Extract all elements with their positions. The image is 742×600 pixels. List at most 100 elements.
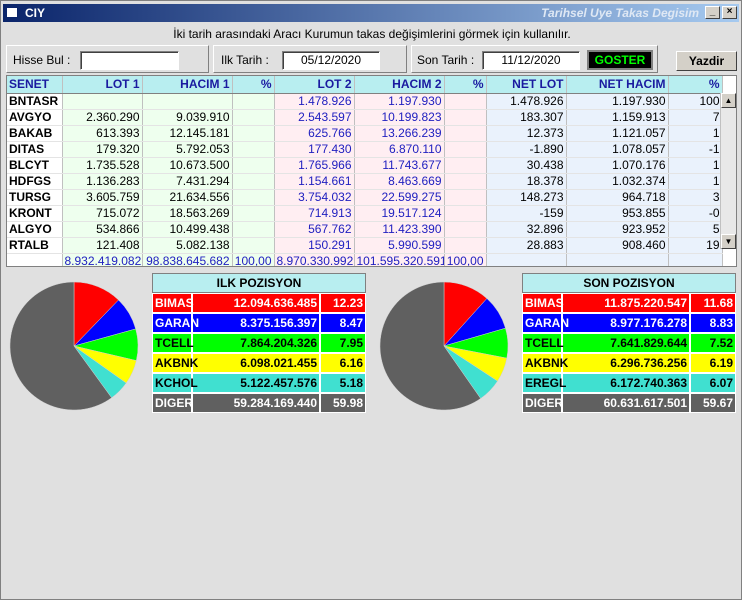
position-row: EREGL 6.172.740.363 6.07 bbox=[522, 373, 736, 393]
table-header-row: SENET LOT 1 HACIM 1% LOT 2 HACIM 2% NET LOT NE… bbox=[7, 76, 723, 94]
goster-button[interactable]: GOSTER bbox=[587, 50, 653, 70]
close-icon[interactable]: × bbox=[722, 6, 737, 19]
table-row[interactable]: ALGYO 534.866 10.499.438 567.762 11.423.390 3… bbox=[7, 221, 723, 238]
table-cell: 5.792.053 bbox=[142, 141, 233, 158]
table-cell bbox=[232, 109, 275, 126]
column-header[interactable]: SENET bbox=[7, 76, 63, 94]
position-pct: 6.19 bbox=[690, 353, 736, 373]
position-pct: 8.47 bbox=[320, 313, 367, 333]
table-cell: 32.896 bbox=[486, 221, 567, 238]
table-cell: 534.866 bbox=[62, 221, 143, 238]
position-value: 11.875.220.547 bbox=[562, 293, 690, 313]
position-row: DIGER 59.284.169.440 59.98 bbox=[152, 393, 367, 413]
table-cell: 923.952 bbox=[566, 221, 669, 238]
table-cell bbox=[444, 221, 487, 238]
son-pozisyon-table: SON POZISYON BIMAS 11.875.220.547 11.68 GAR… bbox=[522, 273, 736, 413]
son-pozisyon-header: SON POZISYON bbox=[522, 273, 736, 293]
table-cell: 21.634.556 bbox=[142, 189, 233, 206]
table-cell bbox=[444, 205, 487, 222]
yazdir-button[interactable]: Yazdir bbox=[676, 51, 737, 71]
table-cell: 11.743.677 bbox=[354, 157, 445, 174]
table-cell: -0 bbox=[668, 205, 723, 222]
position-value: 6.296.736.256 bbox=[562, 353, 690, 373]
table-cell: -159 bbox=[486, 205, 567, 222]
position-value: 7.864.204.326 bbox=[192, 333, 320, 353]
table-row[interactable]: DITAS 179.320 5.792.053 177.430 6.870.110 -1.… bbox=[7, 141, 723, 158]
position-name: DIGER bbox=[522, 393, 563, 413]
table-cell: 8.463.669 bbox=[354, 173, 445, 190]
table-cell bbox=[444, 157, 487, 174]
table-cell: 3.754.032 bbox=[274, 189, 355, 206]
position-name: AKBNK bbox=[522, 353, 568, 373]
table-cell: 10.199.823 bbox=[354, 109, 445, 126]
column-header[interactable]: % bbox=[668, 76, 723, 94]
pie-slice-diger bbox=[379, 281, 481, 411]
ilk-tarih-group bbox=[213, 45, 407, 73]
position-value: 6.098.021.455 bbox=[192, 353, 320, 373]
takas-grid: SENET LOT 1 HACIM 1% LOT 2 HACIM 2% NET LOT NE… bbox=[6, 75, 737, 267]
column-header[interactable]: LOT 2 bbox=[274, 76, 355, 94]
hisse-search-input[interactable] bbox=[80, 51, 179, 70]
position-name: AKBNK bbox=[152, 353, 198, 373]
ilk-tarih-input[interactable]: 05/12/2020 bbox=[282, 51, 380, 70]
table-cell: ALGYO bbox=[7, 221, 63, 238]
table-cell bbox=[232, 189, 275, 206]
ilk-pozisyon-pie bbox=[9, 281, 139, 411]
table-cell: 1 bbox=[668, 157, 723, 174]
column-header[interactable]: LOT 1 bbox=[62, 76, 143, 94]
table-cell: AVGYO bbox=[7, 109, 63, 126]
column-header[interactable]: HACIM 2 bbox=[354, 76, 445, 94]
scroll-up-icon[interactable]: ▲ bbox=[721, 93, 736, 108]
position-pct: 11.68 bbox=[690, 293, 736, 313]
column-header[interactable]: HACIM 1 bbox=[142, 76, 233, 94]
table-row[interactable]: RTALB 121.408 5.082.138 150.291 5.990.599 28.… bbox=[7, 237, 723, 254]
total-cell: 98.838.645.682 bbox=[142, 253, 233, 266]
table-cell: 5.990.599 bbox=[354, 237, 445, 254]
table-cell: 714.913 bbox=[274, 205, 355, 222]
table-cell: 1.070.176 bbox=[566, 157, 669, 174]
position-name: TCELL bbox=[152, 333, 194, 353]
table-cell: DITAS bbox=[7, 141, 63, 158]
son-tarih-input[interactable]: 11/12/2020 bbox=[482, 51, 580, 70]
table-cell: BNTASR bbox=[7, 93, 63, 110]
table-row[interactable]: AVGYO 2.360.290 9.039.910 2.543.597 10.199.8… bbox=[7, 109, 723, 126]
position-row: AKBNK 6.296.736.256 6.19 bbox=[522, 353, 736, 373]
hisse-label: Hisse Bul : bbox=[13, 53, 71, 67]
takas-table: SENET LOT 1 HACIM 1% LOT 2 HACIM 2% NET LOT NE… bbox=[7, 76, 723, 266]
position-pct: 7.52 bbox=[690, 333, 736, 353]
table-row[interactable]: BLCYT 1.735.528 10.673.500 1.765.966 11.743.… bbox=[7, 157, 723, 174]
column-header[interactable]: NET LOT bbox=[486, 76, 567, 94]
position-pct: 6.07 bbox=[690, 373, 736, 393]
minimize-icon[interactable]: _ bbox=[705, 6, 720, 19]
table-cell: 1 bbox=[668, 173, 723, 190]
position-row: BIMAS 12.094.636.485 12.23 bbox=[152, 293, 367, 313]
position-row: TCELL 7.641.829.644 7.52 bbox=[522, 333, 736, 353]
column-header[interactable]: % bbox=[444, 76, 487, 94]
title-bar: CIY Tarihsel Uye Takas Degisim _ × bbox=[3, 4, 739, 22]
table-cell: 10.499.438 bbox=[142, 221, 233, 238]
pie-slice-diger bbox=[9, 281, 112, 411]
table-cell: 613.393 bbox=[62, 125, 143, 142]
table-cell bbox=[444, 189, 487, 206]
table-cell: 3 bbox=[668, 189, 723, 206]
column-header[interactable]: % bbox=[232, 76, 275, 94]
table-cell: 183.307 bbox=[486, 109, 567, 126]
table-cell: 964.718 bbox=[566, 189, 669, 206]
table-cell: 11.423.390 bbox=[354, 221, 445, 238]
vertical-scrollbar[interactable]: ▲ ▼ bbox=[720, 93, 736, 249]
position-pct: 12.23 bbox=[320, 293, 367, 313]
table-row[interactable]: BAKAB 613.393 12.145.181 625.766 13.266.239 1… bbox=[7, 125, 723, 142]
table-cell: 148.273 bbox=[486, 189, 567, 206]
table-row[interactable]: TURSG 3.605.759 21.634.556 3.754.032 22.599.… bbox=[7, 189, 723, 206]
app-icon bbox=[6, 7, 18, 18]
table-row[interactable]: KRONT 715.072 18.563.269 714.913 19.517.124 -… bbox=[7, 205, 723, 222]
table-cell: 30.438 bbox=[486, 157, 567, 174]
table-cell: 1.765.966 bbox=[274, 157, 355, 174]
position-value: 8.977.176.278 bbox=[562, 313, 690, 333]
scroll-down-icon[interactable]: ▼ bbox=[721, 234, 736, 249]
table-row[interactable]: BNTASR 1.478.926 1.197.930 1.478.926 1.197.9… bbox=[7, 93, 723, 110]
position-row: TCELL 7.864.204.326 7.95 bbox=[152, 333, 367, 353]
column-header[interactable]: NET HACIM bbox=[566, 76, 669, 94]
table-row[interactable]: HDFGS 1.136.283 7.431.294 1.154.661 8.463.66… bbox=[7, 173, 723, 190]
position-pct: 7.95 bbox=[320, 333, 367, 353]
